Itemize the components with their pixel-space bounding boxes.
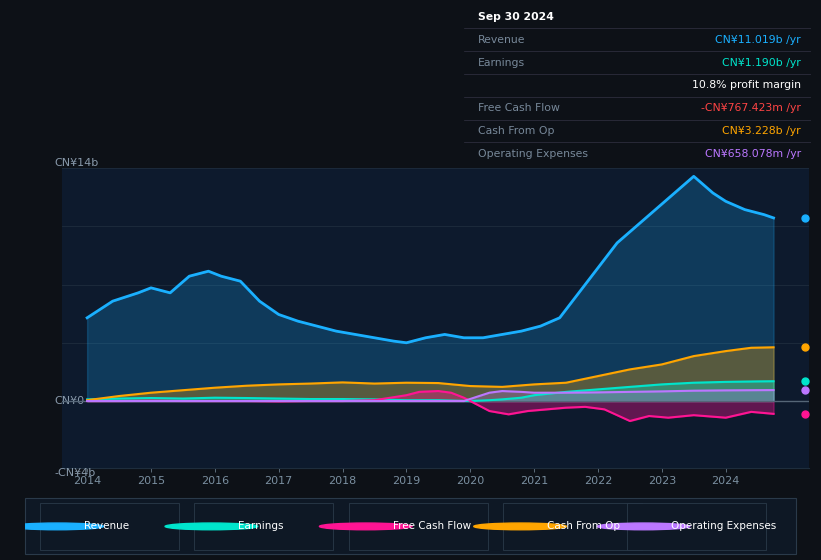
Circle shape: [474, 523, 566, 530]
Text: Cash From Op: Cash From Op: [547, 521, 620, 531]
Text: Operating Expenses: Operating Expenses: [478, 149, 588, 159]
Text: Earnings: Earnings: [238, 521, 284, 531]
Text: CN¥1.190b /yr: CN¥1.190b /yr: [722, 58, 800, 68]
Text: -CN¥767.423m /yr: -CN¥767.423m /yr: [701, 103, 800, 113]
Circle shape: [165, 523, 258, 530]
Text: Revenue: Revenue: [84, 521, 129, 531]
Text: 10.8% profit margin: 10.8% profit margin: [692, 81, 800, 90]
Text: CN¥3.228b /yr: CN¥3.228b /yr: [722, 126, 800, 136]
Text: CN¥14b: CN¥14b: [54, 158, 99, 168]
Text: CN¥0: CN¥0: [54, 396, 85, 406]
Text: Sep 30 2024: Sep 30 2024: [478, 12, 553, 22]
Text: Free Cash Flow: Free Cash Flow: [478, 103, 560, 113]
FancyBboxPatch shape: [626, 503, 765, 550]
FancyBboxPatch shape: [40, 503, 179, 550]
Circle shape: [11, 523, 103, 530]
FancyBboxPatch shape: [349, 503, 488, 550]
Text: Revenue: Revenue: [478, 35, 525, 45]
Text: CN¥658.078m /yr: CN¥658.078m /yr: [704, 149, 800, 159]
FancyBboxPatch shape: [25, 498, 796, 554]
Text: CN¥11.019b /yr: CN¥11.019b /yr: [715, 35, 800, 45]
Text: Operating Expenses: Operating Expenses: [671, 521, 776, 531]
Text: -CN¥4b: -CN¥4b: [54, 468, 95, 478]
Circle shape: [597, 523, 690, 530]
FancyBboxPatch shape: [195, 503, 333, 550]
Text: Cash From Op: Cash From Op: [478, 126, 554, 136]
Text: Free Cash Flow: Free Cash Flow: [392, 521, 471, 531]
FancyBboxPatch shape: [503, 503, 642, 550]
Text: Earnings: Earnings: [478, 58, 525, 68]
Circle shape: [319, 523, 412, 530]
